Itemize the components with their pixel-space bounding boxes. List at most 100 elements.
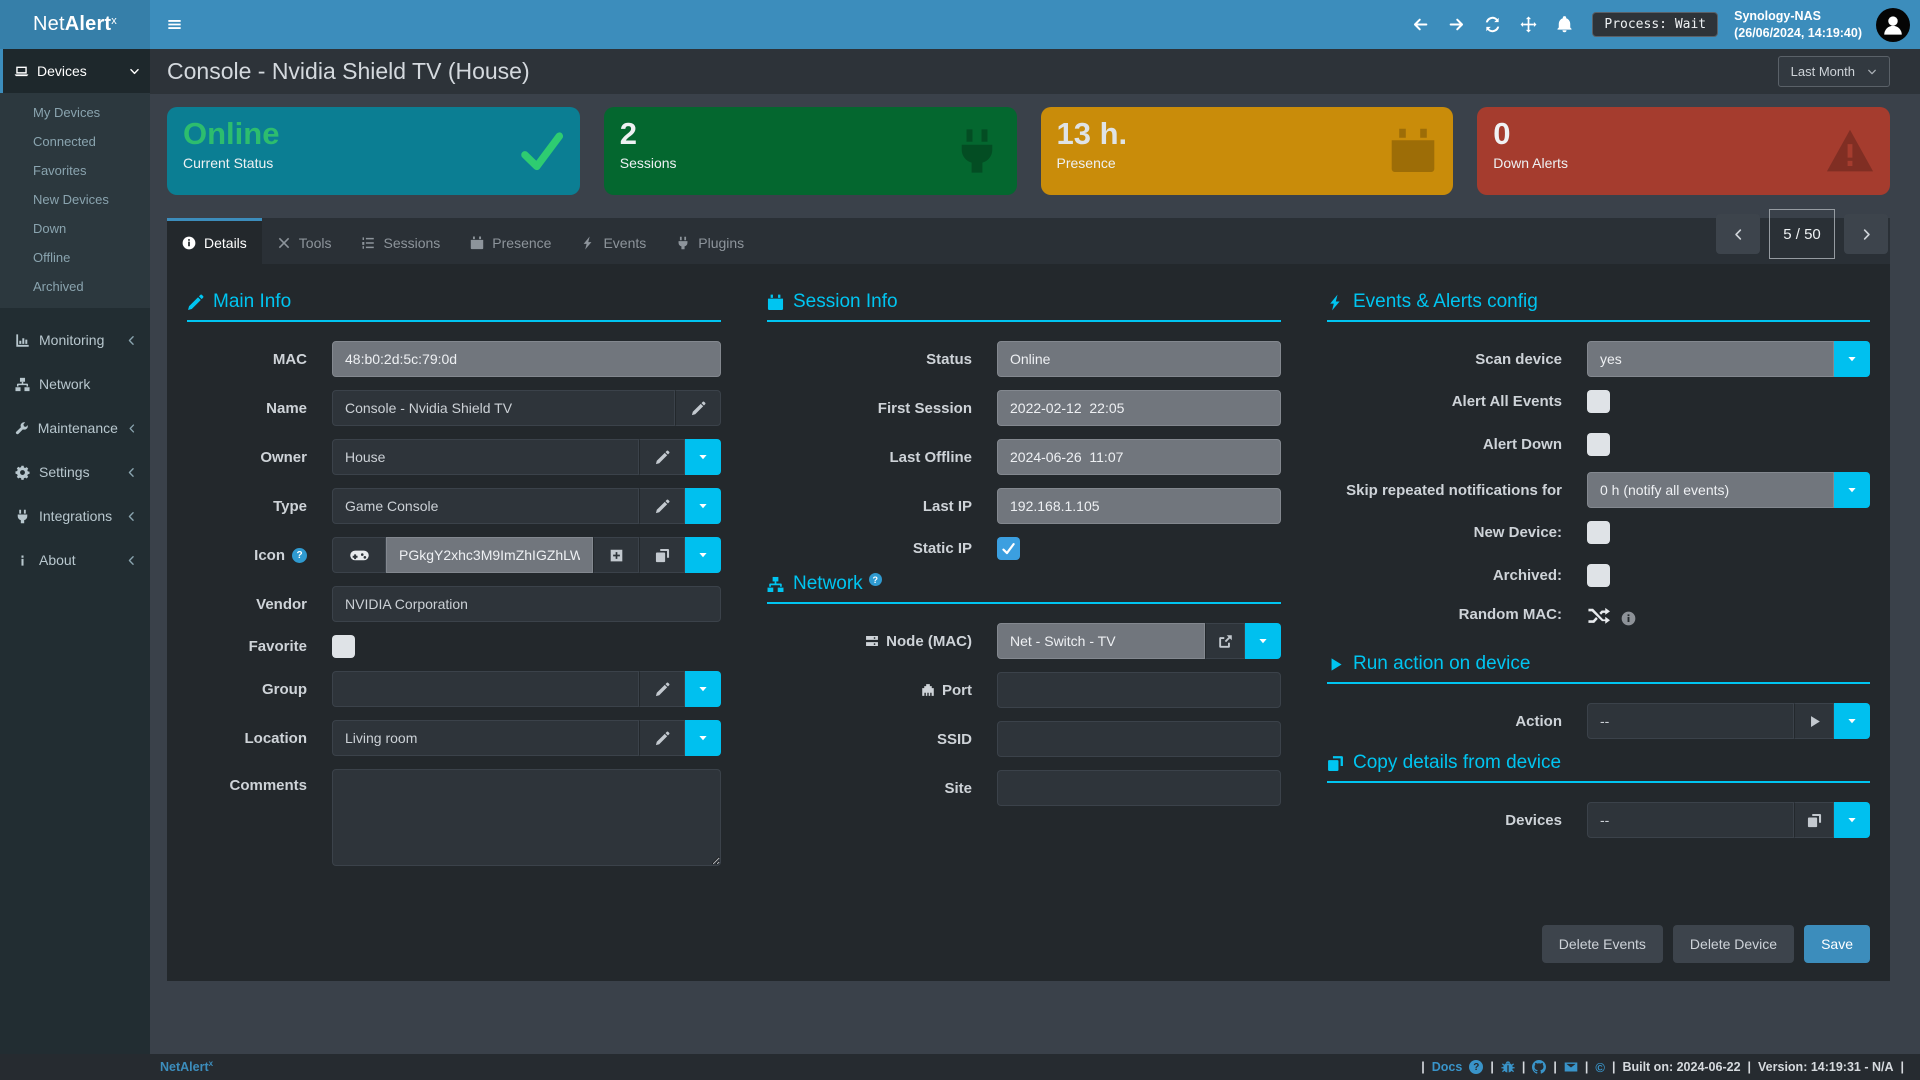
location-dropdown-button[interactable] [685, 720, 721, 756]
location-input[interactable] [332, 720, 639, 756]
tab-sessions[interactable]: Sessions [346, 218, 455, 264]
site-input[interactable] [997, 770, 1281, 806]
sidebar-item-down[interactable]: Down [33, 221, 67, 236]
first-session-input[interactable] [997, 390, 1281, 426]
period-select[interactable]: Last Month [1777, 56, 1890, 87]
sidebar-item-devices[interactable]: Devices [0, 49, 150, 93]
skip-notifications-dropdown-button[interactable] [1834, 472, 1870, 508]
action-select[interactable] [1587, 703, 1794, 739]
tab-tools[interactable]: Tools [262, 218, 347, 264]
vendor-input[interactable] [332, 586, 721, 622]
group-input[interactable] [332, 671, 639, 707]
new-device-checkbox[interactable] [1587, 521, 1610, 544]
icon-copy-button[interactable] [639, 537, 685, 573]
run-action-title: Run action on device [1353, 653, 1531, 674]
tab-events[interactable]: Events [566, 218, 661, 264]
delete-events-button[interactable]: Delete Events [1541, 925, 1663, 963]
sidebar-item-network[interactable]: Network [0, 362, 150, 406]
sidebar-item-my-devices[interactable]: My Devices [33, 105, 101, 120]
icon-help-icon[interactable] [292, 547, 307, 563]
nav-forward-button[interactable] [1438, 7, 1474, 43]
github-link[interactable] [1532, 1060, 1546, 1074]
tab-details[interactable]: Details [167, 218, 262, 264]
type-input[interactable] [332, 488, 639, 524]
bug-report-link[interactable] [1501, 1060, 1515, 1074]
icon-base64-input[interactable] [386, 537, 593, 573]
favorite-checkbox[interactable] [332, 635, 355, 658]
last-offline-input[interactable] [997, 439, 1281, 475]
tab-presence[interactable]: Presence [455, 218, 566, 264]
info-circle-icon[interactable] [1621, 611, 1636, 626]
type-dropdown-button[interactable] [685, 488, 721, 524]
separator [1421, 1060, 1425, 1074]
node-dropdown-button[interactable] [1245, 623, 1281, 659]
info-icon [15, 553, 30, 568]
ssid-input[interactable] [997, 721, 1281, 757]
alert-down-checkbox[interactable] [1587, 433, 1610, 456]
sidebar-item-new-devices[interactable]: New Devices [33, 192, 109, 207]
app-logo[interactable]: Net Alert x [0, 0, 150, 49]
sidebar-item-about[interactable]: About [0, 538, 150, 582]
group-dropdown-button[interactable] [685, 671, 721, 707]
copy-devices-dropdown-button[interactable] [1834, 802, 1870, 838]
delete-device-button[interactable]: Delete Device [1672, 925, 1795, 963]
copy-from-device-button[interactable] [1794, 802, 1834, 838]
status-input[interactable] [997, 341, 1281, 377]
save-button[interactable]: Save [1804, 925, 1870, 963]
location-edit-button[interactable] [639, 720, 685, 756]
license-link[interactable]: © [1595, 1059, 1605, 1075]
node-open-button[interactable] [1205, 623, 1245, 659]
play-icon [1327, 656, 1344, 673]
sidebar-item-monitoring[interactable]: Monitoring [0, 318, 150, 362]
group-edit-button[interactable] [639, 671, 685, 707]
alert-all-events-checkbox[interactable] [1587, 390, 1610, 413]
sidebar-item-integrations[interactable]: Integrations [0, 494, 150, 538]
footer-brand-prefix: Net [160, 1060, 181, 1075]
next-device-button[interactable] [1844, 214, 1888, 254]
docs-link[interactable]: Docs [1431, 1060, 1463, 1074]
sidebar-item-settings[interactable]: Settings [0, 450, 150, 494]
comments-label: Comments [229, 777, 307, 794]
type-edit-button[interactable] [639, 488, 685, 524]
comments-textarea[interactable] [332, 769, 721, 866]
tab-plugins[interactable]: Plugins [661, 218, 759, 264]
network-help-icon[interactable] [868, 573, 882, 586]
owner-dropdown-button[interactable] [685, 439, 721, 475]
port-input[interactable] [997, 672, 1281, 708]
name-input[interactable] [332, 390, 675, 426]
sidebar-item-maintenance[interactable]: Maintenance [0, 406, 150, 450]
icon-dropdown-button[interactable] [685, 537, 721, 573]
sidebar-item-offline[interactable]: Offline [33, 250, 71, 265]
mac-input[interactable] [332, 341, 721, 377]
sidebar-item-favorites[interactable]: Favorites [33, 163, 87, 178]
help-icon[interactable] [1469, 1060, 1484, 1074]
nav-back-button[interactable] [1402, 7, 1438, 43]
session-network-column: Session Info Status First Session [767, 291, 1281, 819]
copy-devices-select[interactable] [1587, 802, 1794, 838]
footer-brand-link[interactable]: NetAlertx [160, 1059, 213, 1074]
last-ip-input[interactable] [997, 488, 1281, 524]
node-input[interactable] [997, 623, 1205, 659]
name-edit-button[interactable] [675, 390, 721, 426]
sidebar-item-connected[interactable]: Connected [33, 134, 96, 149]
user-menu-button[interactable] [1876, 7, 1910, 42]
refresh-button[interactable] [1474, 7, 1510, 43]
email-link[interactable] [1564, 1060, 1578, 1074]
owner-input[interactable] [332, 439, 639, 475]
owner-edit-button[interactable] [639, 439, 685, 475]
action-dropdown-button[interactable] [1834, 703, 1870, 739]
icon-add-button[interactable] [593, 537, 639, 573]
scan-device-select[interactable] [1587, 341, 1834, 377]
prev-device-button[interactable] [1716, 214, 1760, 254]
skip-notifications-select[interactable] [1587, 472, 1834, 508]
shuffle-icon[interactable] [1587, 603, 1610, 626]
separator [1585, 1060, 1589, 1074]
arrows-move-button[interactable] [1510, 7, 1546, 43]
archived-checkbox[interactable] [1587, 564, 1610, 587]
run-action-button[interactable] [1794, 703, 1834, 739]
scan-device-dropdown-button[interactable] [1834, 341, 1870, 377]
sidebar-toggle-button[interactable] [150, 0, 198, 49]
notifications-button[interactable] [1546, 7, 1582, 43]
sidebar-item-archived[interactable]: Archived [33, 279, 84, 294]
static-ip-checkbox[interactable] [997, 537, 1020, 560]
